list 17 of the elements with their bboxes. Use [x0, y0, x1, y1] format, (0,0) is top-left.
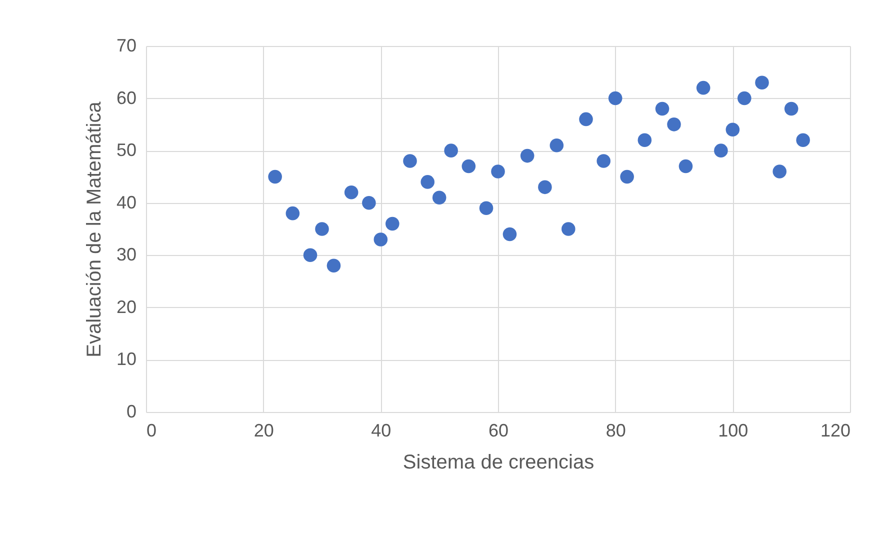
- y-tick-label: 30: [116, 244, 136, 265]
- y-tick-label: 0: [126, 402, 136, 422]
- y-tick-label: 70: [116, 36, 136, 56]
- y-tick-label: 20: [116, 296, 136, 317]
- x-tick-label: 0: [146, 420, 157, 440]
- y-tick-label: 10: [116, 349, 136, 370]
- x-tick-label: 120: [820, 420, 850, 440]
- x-tick-label: 60: [488, 420, 509, 440]
- x-tick-label: 20: [254, 420, 274, 440]
- x-tick-label: 40: [371, 420, 392, 440]
- x-tick-label: 100: [718, 420, 748, 440]
- x-axis-title: Sistema de creencias: [402, 452, 594, 474]
- y-tick-label: 60: [116, 88, 136, 108]
- y-tick-label: 40: [116, 192, 136, 212]
- x-tick-label: 80: [606, 420, 626, 440]
- y-tick-label: 50: [116, 140, 136, 160]
- y-axis-title: Evaluación de la Matemática: [83, 100, 106, 358]
